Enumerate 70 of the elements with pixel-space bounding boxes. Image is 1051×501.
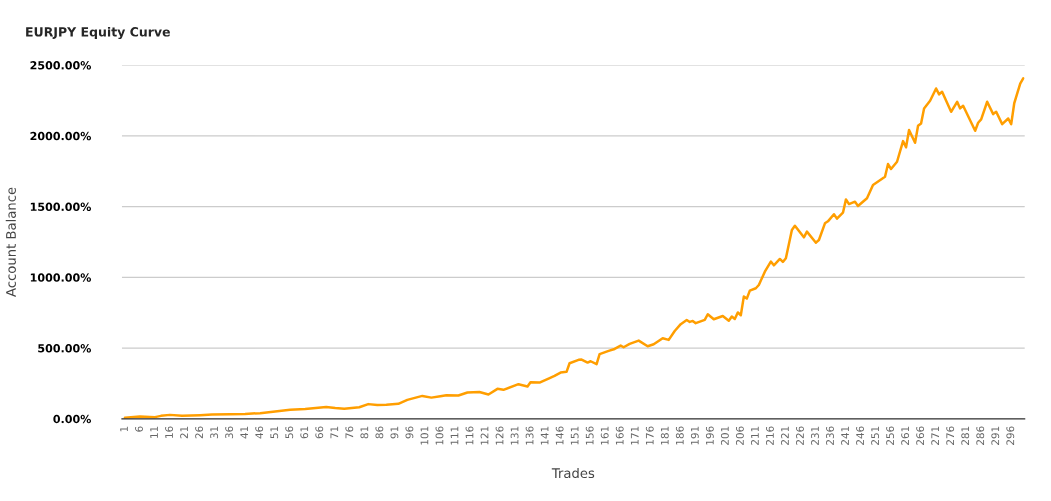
x-tick-label: 261 bbox=[901, 426, 910, 445]
x-tick-label: 61 bbox=[300, 426, 309, 439]
y-tick-label: 2500.00% bbox=[30, 61, 92, 70]
chart-title: EURJPY Equity Curve bbox=[26, 26, 170, 40]
x-tick-label: 221 bbox=[781, 426, 789, 445]
y-tick-label: 500.00% bbox=[38, 344, 92, 353]
x-tick-label: 116 bbox=[465, 426, 474, 445]
x-tick-label: 171 bbox=[630, 426, 639, 445]
x-tick-label: 236 bbox=[826, 426, 834, 445]
x-tick-label: 76 bbox=[345, 426, 354, 439]
x-tick-label: 46 bbox=[255, 426, 264, 439]
x-tick-label: 211 bbox=[750, 426, 759, 445]
x-tick-label: 41 bbox=[240, 426, 248, 439]
line-series bbox=[123, 77, 1025, 419]
x-tick-label: 31 bbox=[210, 426, 219, 439]
x-tick-label: 86 bbox=[375, 426, 384, 439]
x-tick-label: 241 bbox=[841, 426, 849, 445]
x-tick-label: 281 bbox=[961, 426, 970, 445]
x-tick-label: 106 bbox=[435, 426, 444, 445]
x-tick-label: 101 bbox=[420, 426, 429, 445]
x-tick-label: 6 bbox=[135, 426, 143, 432]
x-tick-label: 161 bbox=[600, 426, 609, 445]
x-axis-title: Trades bbox=[551, 467, 595, 479]
x-tick-label: 131 bbox=[510, 426, 519, 445]
x-tick-label: 246 bbox=[856, 426, 865, 445]
x-tick-label: 291 bbox=[991, 426, 1000, 445]
x-tick-label: 201 bbox=[720, 426, 729, 445]
x-tick-label: 11 bbox=[150, 426, 158, 438]
x-tick-label: 126 bbox=[495, 426, 504, 445]
x-tick-label: 1 bbox=[120, 426, 128, 432]
x-tick-label: 176 bbox=[645, 426, 654, 445]
x-tick-label: 166 bbox=[615, 426, 624, 445]
y-tick-label: 1500.00% bbox=[30, 202, 92, 211]
x-tick-label: 71 bbox=[330, 426, 339, 439]
x-tick-label: 266 bbox=[916, 426, 925, 445]
x-tick-label: 186 bbox=[675, 426, 684, 445]
x-tick-label: 156 bbox=[585, 426, 594, 445]
x-tick-label: 111 bbox=[450, 426, 459, 445]
x-tick-label: 296 bbox=[1006, 426, 1015, 445]
x-tick-label: 66 bbox=[315, 426, 324, 439]
x-tick-label: 231 bbox=[811, 426, 819, 445]
x-tick-label: 36 bbox=[225, 426, 234, 439]
x-tick-label: 91 bbox=[390, 426, 399, 439]
x-tick-label: 141 bbox=[540, 426, 549, 445]
x-tick-label: 21 bbox=[180, 426, 188, 439]
x-tick-label: 26 bbox=[195, 426, 204, 439]
y-tick-label: 2000.00% bbox=[30, 131, 92, 141]
x-tick-label: 151 bbox=[570, 426, 579, 445]
x-tick-label: 256 bbox=[886, 426, 895, 445]
x-tick-label: 286 bbox=[976, 426, 985, 445]
x-tick-label: 96 bbox=[405, 426, 414, 439]
y-tick-label: 0.00% bbox=[53, 414, 92, 424]
x-tick-label: 276 bbox=[946, 426, 955, 445]
x-tick-label: 191 bbox=[690, 426, 699, 445]
x-tick-label: 196 bbox=[705, 426, 714, 445]
x-tick-label: 251 bbox=[871, 426, 880, 445]
x-tick-label: 56 bbox=[285, 426, 294, 439]
x-tick-label: 81 bbox=[360, 426, 369, 439]
x-tick-label: 51 bbox=[270, 426, 279, 439]
x-tick-label: 181 bbox=[660, 426, 669, 445]
x-tick-label: 226 bbox=[796, 426, 804, 445]
x-tick-label: 121 bbox=[480, 426, 489, 445]
x-tick-label: 271 bbox=[931, 426, 939, 445]
x-tick-label: 206 bbox=[735, 426, 744, 445]
x-tick-label: 146 bbox=[555, 426, 564, 445]
x-tick-label: 216 bbox=[766, 426, 774, 445]
y-tick-label: 1000.00% bbox=[30, 273, 92, 282]
x-tick-label: 136 bbox=[525, 426, 534, 445]
x-tick-label: 16 bbox=[165, 426, 174, 438]
y-axis-title: Account Balance bbox=[5, 187, 16, 297]
